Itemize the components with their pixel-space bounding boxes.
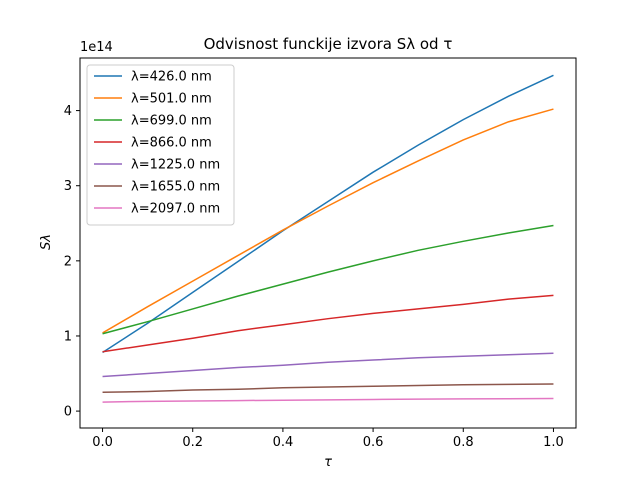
x-tick-label: 0.4 bbox=[273, 435, 294, 450]
x-tick-label: 1.0 bbox=[543, 435, 564, 450]
legend-label: λ=2097.0 nm bbox=[131, 202, 220, 217]
legend: λ=426.0 nm λ=501.0 nm λ=699.0 nm λ=866.0 nm… bbox=[86, 64, 235, 226]
legend-label: λ=699.0 nm bbox=[131, 114, 212, 129]
series-line-7 bbox=[102, 397, 554, 403]
series-line-2 bbox=[102, 108, 554, 334]
legend-label: λ=501.0 nm bbox=[131, 92, 212, 107]
x-tick-label: 0.6 bbox=[363, 435, 384, 450]
legend-label: λ=866.0 nm bbox=[131, 136, 212, 151]
series-line-4 bbox=[102, 294, 554, 353]
x-axis-label: τ bbox=[324, 455, 332, 470]
series-line-5 bbox=[102, 352, 554, 378]
chart-title: Odvisnost funckije izvora Sλ od τ bbox=[204, 35, 453, 53]
x-tick-label: 0.0 bbox=[92, 435, 113, 450]
x-tick-label: 0.2 bbox=[182, 435, 203, 450]
legend-label: λ=426.0 nm bbox=[131, 70, 212, 85]
y-tick-label: 3 bbox=[64, 179, 72, 194]
legend-label: λ=1225.0 nm bbox=[131, 158, 220, 173]
y-tick-label: 4 bbox=[64, 104, 72, 119]
legend-label: λ=1655.0 nm bbox=[131, 180, 220, 195]
y-tick-label: 0 bbox=[64, 405, 72, 420]
y-tick-label: 2 bbox=[64, 254, 72, 269]
series-line-1 bbox=[102, 74, 554, 354]
series-line-3 bbox=[102, 224, 554, 335]
y-tick-label: 1 bbox=[64, 329, 72, 344]
y-offset-label: 1e14 bbox=[80, 40, 113, 55]
plot-area: 0.0 0.2 0.4 0.6 0.8 1.0 0 1 2 3 4 bbox=[64, 57, 577, 450]
legend-box bbox=[86, 64, 235, 226]
x-tick-label: 0.8 bbox=[453, 435, 474, 450]
series-line-6 bbox=[102, 383, 554, 394]
y-axis-label: Sλ bbox=[39, 234, 54, 250]
axes-frame bbox=[79, 57, 577, 429]
